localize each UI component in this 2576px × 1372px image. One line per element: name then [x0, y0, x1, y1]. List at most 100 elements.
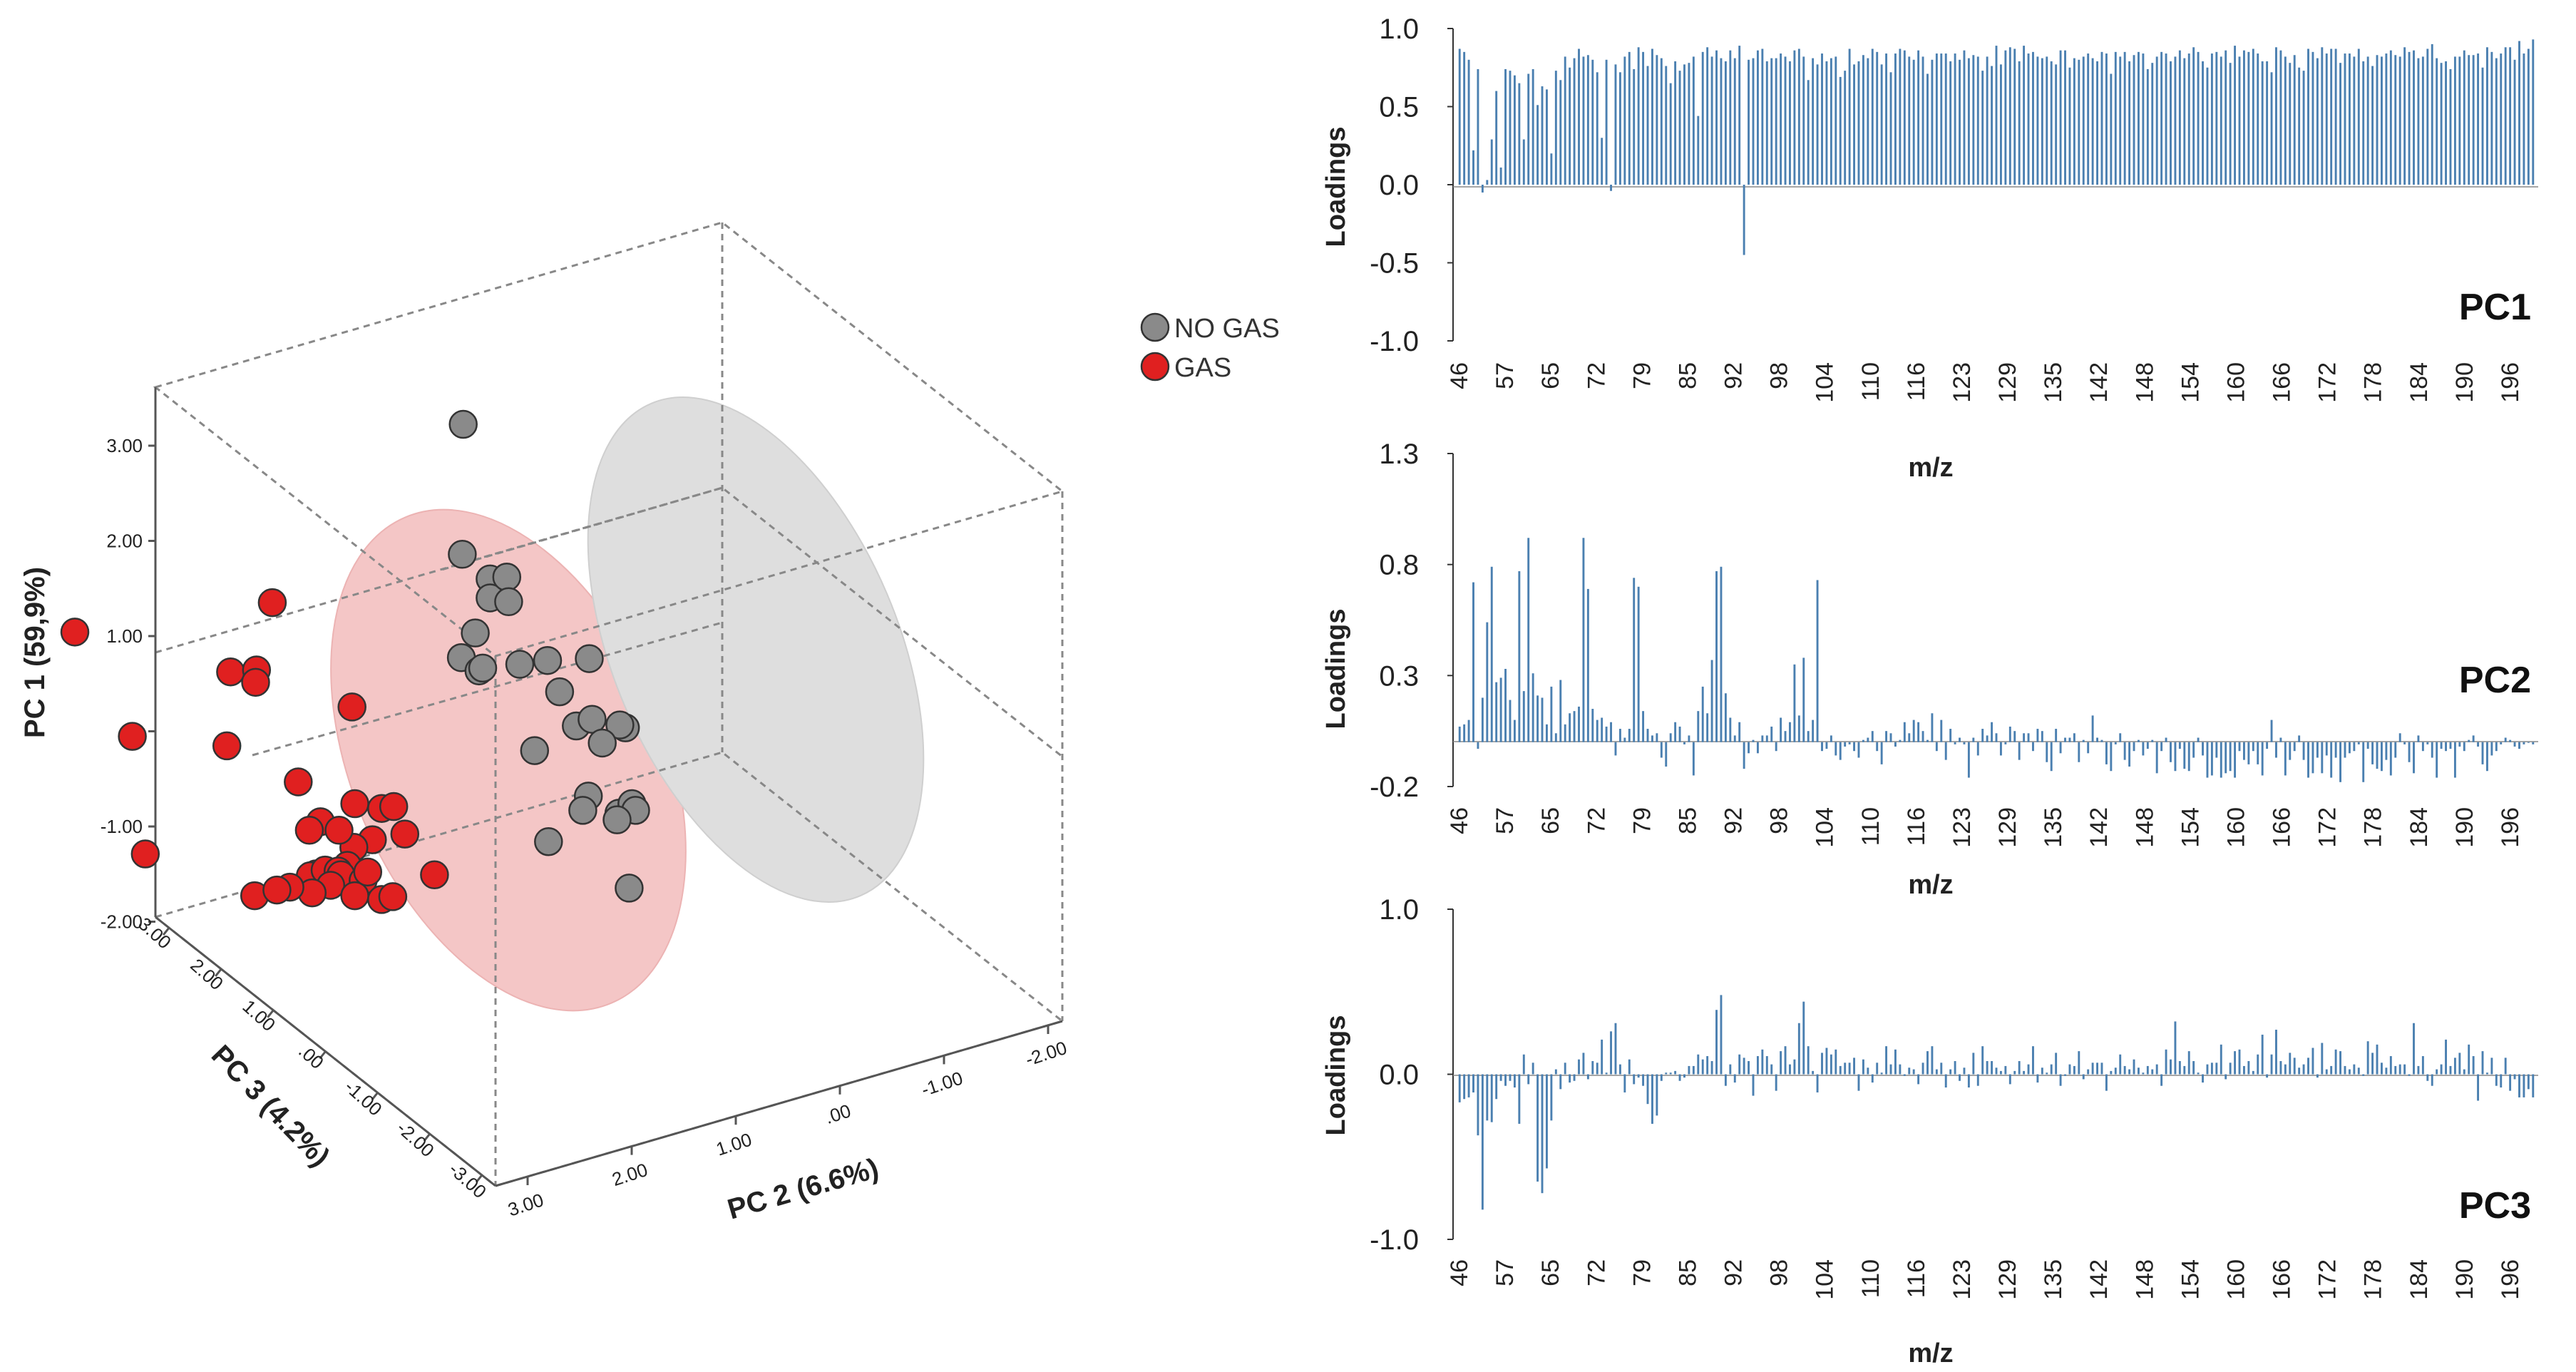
loading-bar — [1646, 1074, 1649, 1105]
loading-bar — [2513, 742, 2516, 747]
loading-bar — [2178, 1060, 2181, 1075]
loading-bar — [1536, 105, 1539, 185]
loading-bar — [1991, 66, 1993, 185]
loading-bar — [1692, 56, 1695, 185]
gas-point — [294, 816, 324, 845]
loading-bar — [1481, 185, 1484, 193]
y-tick-label: -0.5 — [1370, 248, 1419, 280]
loading-bar — [1550, 1074, 1553, 1121]
loading-bar — [2078, 742, 2080, 762]
loading-bar — [1710, 56, 1713, 185]
loading-bar — [1710, 660, 1713, 742]
loading-bar — [1499, 677, 1502, 742]
loading-bar — [1931, 713, 1934, 742]
loading-bar — [1646, 729, 1649, 742]
loading-bar — [2064, 737, 2066, 742]
loading-bar — [2518, 742, 2520, 749]
loading-bar — [1527, 1074, 1530, 1085]
loading-bar — [1908, 1068, 1911, 1075]
loading-bar — [1991, 1060, 1993, 1075]
loading-bar — [2330, 742, 2333, 778]
loading-bar — [2481, 1051, 2484, 1075]
loading-bar — [2403, 742, 2406, 744]
loading-bar — [2018, 61, 2021, 185]
loading-bar — [2128, 61, 2131, 185]
loading-bar — [1569, 67, 1571, 185]
x-tick-label: 57 — [1492, 362, 1519, 389]
loading-bar — [1812, 1070, 1815, 1075]
loading-bar — [2138, 1068, 2140, 1075]
loading-bar — [1834, 1049, 1837, 1075]
loading-bar — [2468, 1044, 2470, 1075]
loading-bar — [2513, 1074, 2516, 1080]
x-tick-label: 46 — [1446, 807, 1473, 834]
gas-point — [60, 618, 90, 647]
loading-bar — [1940, 53, 1943, 185]
x-tick-label: 160 — [2222, 1259, 2249, 1300]
loading-bar — [1867, 737, 1869, 742]
loading-bar — [1486, 180, 1489, 185]
group-ellipses — [330, 396, 925, 1012]
loading-bar — [2366, 742, 2369, 749]
loading-bar — [2398, 56, 2401, 185]
loading-bar — [2339, 742, 2342, 782]
loading-bar — [1554, 1069, 1557, 1075]
loading-bar — [1967, 742, 1970, 778]
pc1-tick-label: 1.00 — [106, 625, 143, 647]
pc1-tick-label: -2.00 — [101, 911, 143, 933]
no-gas-point — [545, 677, 575, 707]
loading-bar — [1880, 742, 1883, 764]
loading-bar — [1748, 742, 1750, 754]
loading-bar — [1656, 733, 1658, 742]
loading-bar — [1857, 61, 1860, 185]
loading-bar — [2160, 1074, 2163, 1086]
loading-bar — [2302, 742, 2305, 760]
loading-bar — [1825, 742, 1828, 749]
x-tick-label: 98 — [1766, 1259, 1793, 1286]
loading-bar — [1509, 71, 1512, 185]
loading-bar — [1830, 58, 1832, 185]
loading-bar — [1633, 1074, 1636, 1085]
loading-bar — [2381, 1063, 2383, 1075]
gas-point — [212, 731, 242, 761]
loading-bar — [2275, 47, 2277, 185]
pc1-title: PC1 — [2459, 287, 2531, 328]
loading-bar — [2348, 53, 2351, 185]
loading-bar — [2202, 1074, 2204, 1083]
loading-bar — [2485, 1072, 2488, 1075]
loading-bar — [1784, 1046, 1787, 1075]
loading-bar — [1463, 1074, 1466, 1100]
loading-bar — [1605, 59, 1608, 185]
loading-bar — [1522, 1054, 1525, 1075]
pca-tick-marks — [148, 444, 1050, 1185]
loading-bar — [2440, 63, 2443, 185]
x-tick-label: 92 — [1720, 1259, 1748, 1286]
loading-bar — [1780, 53, 1782, 185]
loading-bar — [1656, 1074, 1658, 1116]
loading-bar — [2408, 742, 2411, 762]
loading-bar — [2381, 56, 2383, 185]
loading-bar — [1601, 1039, 1603, 1075]
x-tick-label: 166 — [2269, 1259, 2296, 1300]
loading-bar — [2138, 51, 2140, 185]
loading-bar — [1853, 1058, 1855, 1075]
loading-bar — [2165, 1049, 2167, 1075]
x-tick-label: 135 — [2040, 807, 2067, 848]
loading-bar — [1623, 1074, 1626, 1092]
loading-bar — [1885, 53, 1888, 185]
x-tick-label: 98 — [1766, 362, 1793, 389]
loading-bar — [1972, 737, 1975, 742]
loading-bar — [2289, 1053, 2292, 1075]
x-tick-label: 148 — [2131, 807, 2158, 848]
loading-bar — [2371, 742, 2374, 764]
loading-bar — [1844, 742, 1847, 747]
loading-bar — [1748, 1060, 1750, 1075]
loading-bar — [2293, 1058, 2296, 1075]
loading-bar — [2183, 1065, 2186, 1075]
loading-bar — [2293, 742, 2296, 752]
loading-bar — [2472, 735, 2475, 742]
loadings-chart-pc1: 1.0 0.5 0.0 -0.5 -1.0 46 57 65 72 79 85 92 98 104 110… — [1321, 14, 2538, 483]
loading-bar — [2170, 61, 2172, 185]
loading-bar — [1967, 1074, 1970, 1088]
loading-bar — [1921, 731, 1924, 742]
